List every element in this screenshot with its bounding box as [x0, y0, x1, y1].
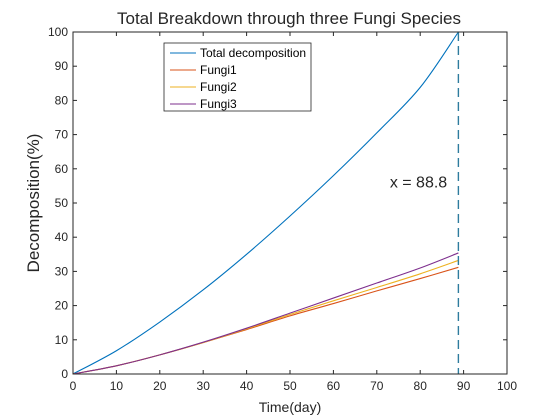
- x-tick-label: 50: [283, 379, 297, 393]
- y-tick-label: 70: [55, 128, 69, 142]
- y-axis-label: Decomposition(%): [24, 134, 43, 273]
- x-tick-label: 80: [414, 379, 428, 393]
- y-tick-label: 50: [55, 196, 69, 210]
- x-tick-label: 60: [327, 379, 341, 393]
- y-tick-label: 40: [55, 230, 69, 244]
- y-tick-label: 0: [61, 367, 68, 381]
- y-tick-label: 10: [55, 333, 69, 347]
- x-tick-label: 10: [110, 379, 124, 393]
- x-tick-label: 90: [457, 379, 471, 393]
- chart-title: Total Breakdown through three Fungi Spec…: [117, 9, 461, 28]
- x-tick-label: 20: [153, 379, 167, 393]
- legend-label-1: Fungi1: [200, 63, 237, 77]
- legend-label-3: Fungi3: [200, 97, 237, 111]
- legend-label-2: Fungi2: [200, 80, 237, 94]
- y-tick-label: 30: [55, 264, 69, 278]
- x-tick-label: 40: [240, 379, 254, 393]
- legend-label-0: Total decomposition: [200, 46, 306, 60]
- x-tick-label: 0: [70, 379, 77, 393]
- y-tick-label: 90: [55, 59, 69, 73]
- x-tick-label: 30: [197, 379, 211, 393]
- legend: Total decomposition Fungi1 Fungi2 Fungi3: [164, 43, 311, 111]
- y-tick-label: 80: [55, 93, 69, 107]
- x-tick-label: 70: [370, 379, 384, 393]
- annotation-label: x = 88.8: [390, 174, 447, 191]
- y-tick-label: 60: [55, 162, 69, 176]
- x-axis-label: Time(day): [259, 399, 322, 415]
- y-tick-label: 20: [55, 299, 69, 313]
- y-tick-label: 100: [48, 25, 68, 39]
- x-tick-label: 100: [497, 379, 517, 393]
